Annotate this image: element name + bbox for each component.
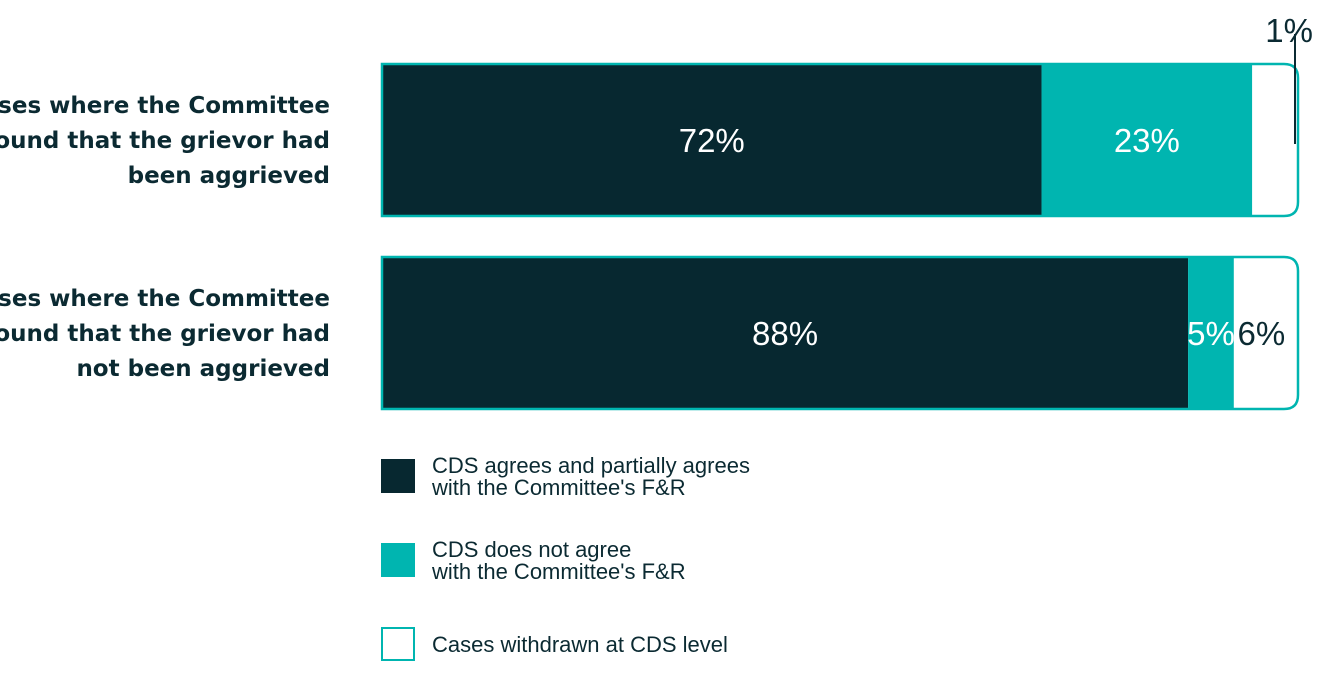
bar-segment-1-2 — [1233, 257, 1289, 409]
legend-label-1-line-1: with the Committee's F&R — [431, 559, 686, 584]
category-label-1-line-0: Cases where the Committee — [0, 286, 330, 312]
category-label-0-line-1: found that the grievor had — [0, 128, 330, 154]
bar-outline-1 — [380, 255, 1300, 411]
data-label-0-2: 1% — [1265, 12, 1313, 49]
bar-segment-1-0 — [382, 257, 1189, 409]
category-labels: Cases where the Committee found that the … — [0, 93, 330, 382]
category-label-1-line-1: found that the grievor had — [0, 321, 330, 347]
data-label-0-0: 72% — [679, 122, 745, 159]
data-label-1-1: 5% — [1187, 315, 1235, 352]
legend-label-0-line-0: CDS agrees and partially agrees — [432, 453, 750, 478]
legend-swatch-1 — [381, 543, 415, 577]
bar-row-1 — [382, 257, 1289, 409]
category-label-0-line-0: Cases where the Committee — [0, 93, 330, 119]
legend-label-2-line-0: Cases withdrawn at CDS level — [432, 632, 728, 657]
legend-label-0-line-1: with the Committee's F&R — [431, 475, 686, 500]
data-label-1-2: 6% — [1238, 315, 1286, 352]
data-label-1-0: 88% — [752, 315, 818, 352]
bar-segment-0-1 — [1041, 64, 1253, 216]
bar-row-0 — [382, 64, 1262, 216]
bar-outline-0 — [380, 62, 1300, 218]
legend-label-1-line-0: CDS does not agree — [432, 537, 631, 562]
category-label-0-line-2: been aggrieved — [128, 163, 330, 189]
bar-segment-1-1 — [1188, 257, 1234, 409]
category-label-1-line-2: not been aggrieved — [76, 356, 330, 382]
legend-swatch-0 — [381, 459, 415, 493]
bar-segment-0-0 — [382, 64, 1042, 216]
data-label-0-1: 23% — [1114, 122, 1180, 159]
bars-group: 72% 23% 1% 88% 5% 6% — [380, 12, 1313, 411]
legend-swatch-2 — [381, 627, 415, 661]
bar-segment-0-2 — [1252, 64, 1262, 216]
